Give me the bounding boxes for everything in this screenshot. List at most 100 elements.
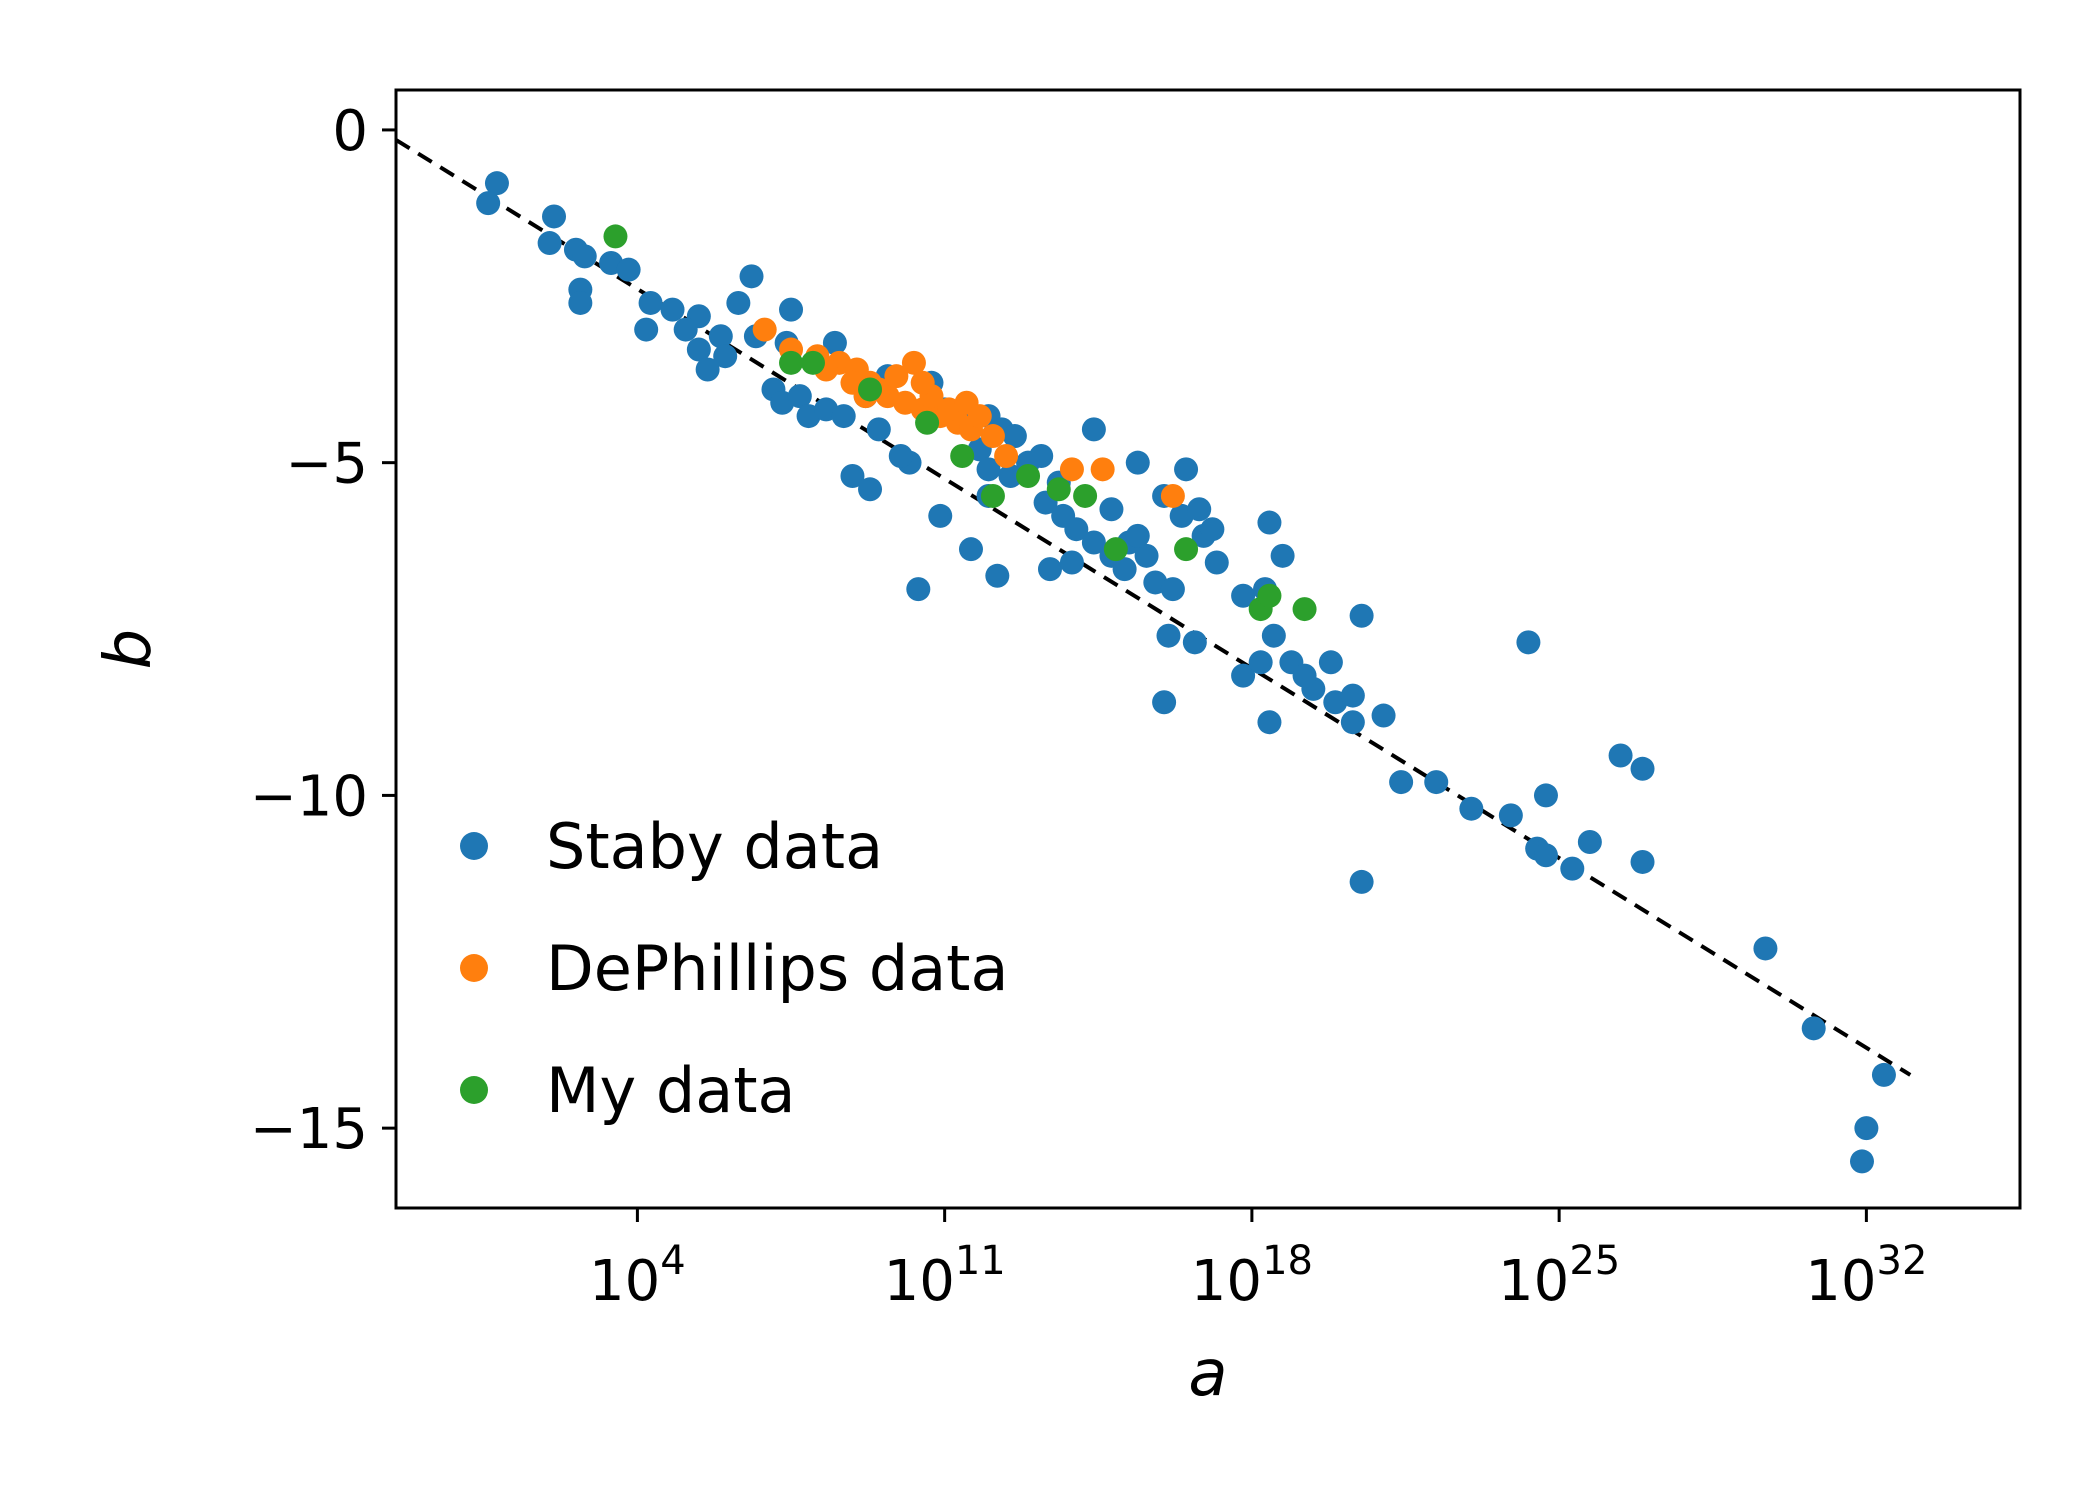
data-point [1533,783,1558,808]
data-point [1160,577,1185,602]
data-point [831,404,856,429]
data-point [1046,477,1071,502]
data-point [1231,583,1256,608]
data-point [994,444,1019,469]
data-point [1016,463,1041,488]
data-point [1081,417,1106,442]
data-point [1029,444,1054,469]
data-point [800,350,825,375]
data-point [1349,603,1374,628]
data-point [1849,1149,1874,1174]
data-point [1081,530,1106,555]
data-point [1340,710,1365,735]
data-point [1318,650,1343,675]
plot-area-frame [394,88,2022,1210]
y-tick-label: 0 [332,99,368,164]
x-tick-label: 1025 [1498,1238,1620,1314]
data-point [1630,756,1655,781]
legend: Staby data DePhillips data My data [460,810,1009,1127]
data-point [1090,457,1115,482]
data-point [1801,1016,1826,1041]
data-point [1871,1062,1896,1087]
data-point [976,457,1001,482]
data-point [1349,869,1374,894]
data-point [686,337,711,362]
data-point [928,503,953,528]
data-point [1200,517,1225,542]
data-point [998,463,1023,488]
legend-label: Staby data [546,810,883,883]
data-point [603,224,628,249]
legend-label: My data [546,1054,796,1127]
data-point [660,297,685,322]
data-point [884,364,909,389]
data-point [1257,583,1282,608]
data-point [537,231,562,256]
data-point [1059,457,1084,482]
data-point [1152,690,1177,715]
data-point [1182,630,1207,655]
data-point [1533,843,1558,868]
data-point [980,483,1005,508]
y-tick-label: −15 [250,1097,368,1162]
data-point [1577,829,1602,854]
data-point [1204,550,1229,575]
data-point [739,264,764,289]
x-tick-label: 1032 [1805,1238,1927,1314]
data-point [1174,537,1199,562]
data-point [1160,483,1185,508]
legend-item: My data [460,1054,796,1127]
data-point [1187,497,1212,522]
data-point [901,350,926,375]
data-point [1340,683,1365,708]
y-tick-label: −5 [285,432,368,497]
y-tick-label: −10 [250,764,368,829]
data-point [1125,450,1150,475]
legend-label: DePhillips data [546,932,1009,1005]
x-tick-label: 104 [589,1238,686,1314]
data-point [1103,537,1128,562]
data-point [673,317,698,342]
data-point [779,297,804,322]
data-point [634,317,659,342]
data-point [910,370,935,395]
series-2 [603,224,1317,622]
data-point [1174,457,1199,482]
data-point [1292,597,1317,622]
data-point [985,563,1010,588]
data-point [1112,557,1137,582]
data-point [1753,936,1778,961]
data-point [840,463,865,488]
data-point [1073,483,1098,508]
data-point [822,330,847,355]
data-point [967,404,992,429]
data-point [858,377,883,402]
data-point [1099,497,1124,522]
data-point [787,384,812,409]
data-point [1854,1116,1879,1141]
x-tick-label: 1011 [884,1238,1006,1314]
legend-item: Staby data [460,810,883,883]
data-point [1257,710,1282,735]
data-point [888,444,913,469]
data-point [1257,510,1282,535]
data-point [1630,849,1655,874]
y-axis-label: b [92,629,166,670]
data-point [726,290,751,315]
data-point [484,171,509,196]
data-point [958,537,983,562]
data-point [638,290,663,315]
series-0 [476,171,1896,1174]
data-point [616,257,641,282]
data-point [1459,796,1484,821]
data-point [1125,523,1150,548]
data-point [1608,743,1633,768]
legend-item: DePhillips data [460,932,1009,1005]
data-point [695,357,720,382]
legend-marker [460,832,488,860]
data-point [568,290,593,315]
data-point [708,324,733,349]
data-point [713,344,738,369]
data-point [1371,703,1396,728]
